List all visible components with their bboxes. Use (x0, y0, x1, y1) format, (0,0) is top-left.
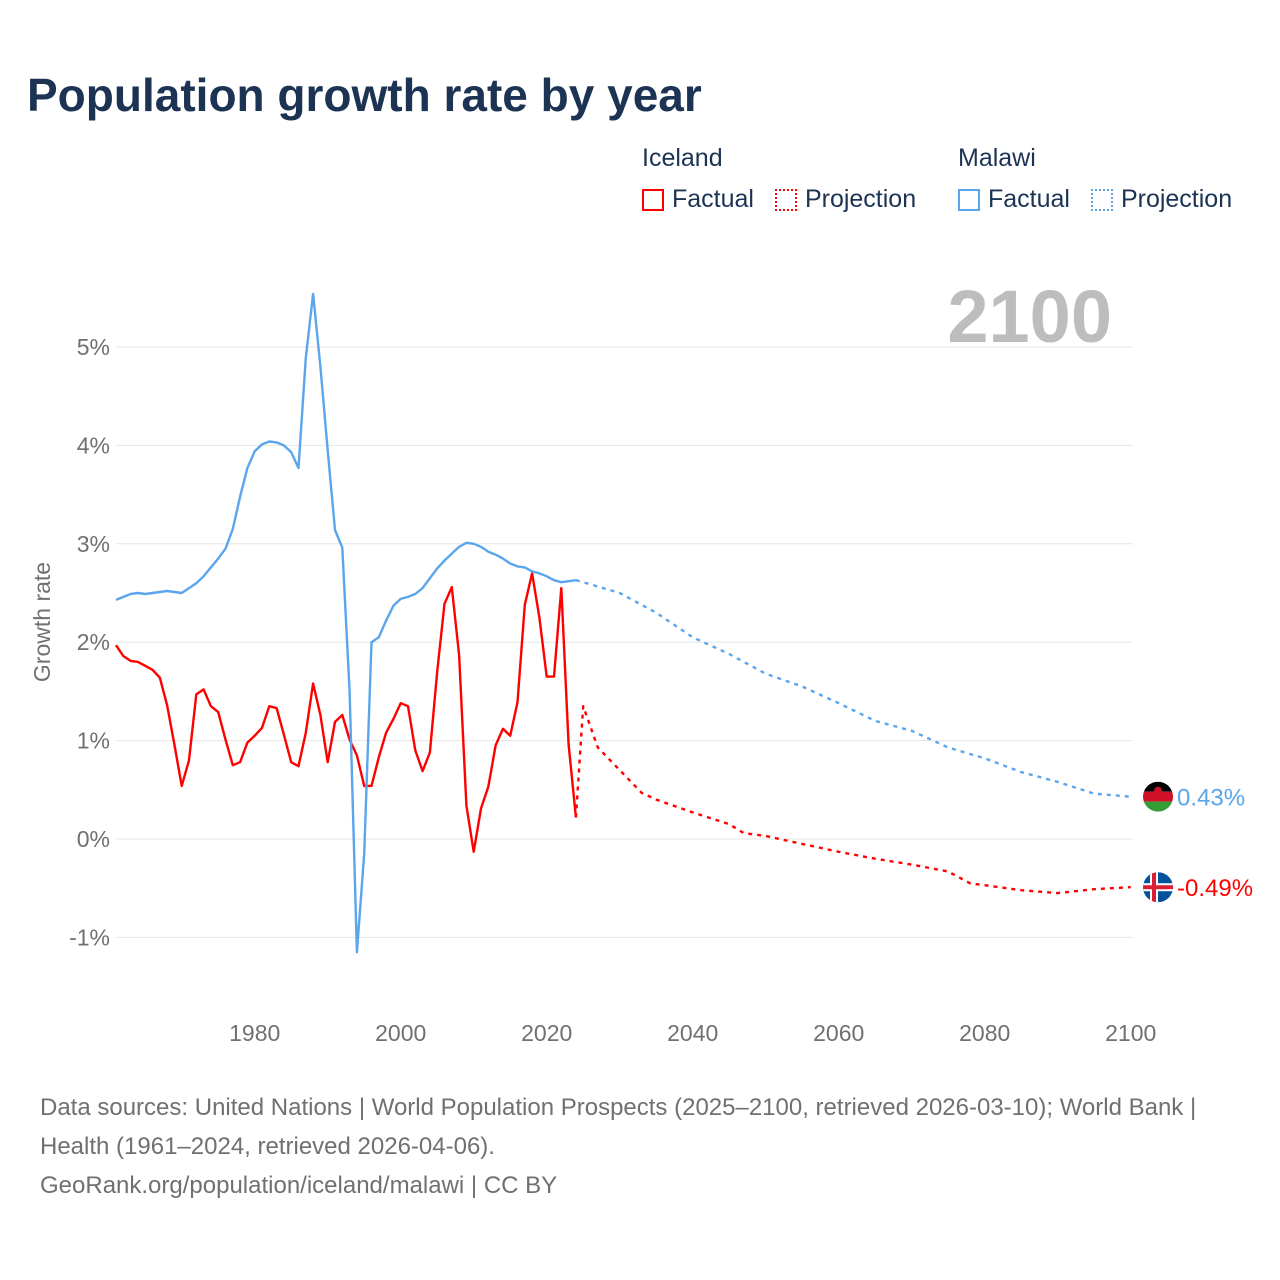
legend-malawi-projection[interactable]: Projection (1090, 185, 1233, 214)
credit-link[interactable]: GeoRank.org/population/iceland/malawi | … (40, 1172, 558, 1199)
end-value-label: -0.49% (1177, 875, 1253, 902)
solid-swatch-icon (642, 188, 664, 211)
flag-body (1143, 872, 1173, 903)
y-tick-label: 4% (77, 432, 110, 458)
footer: Data sources: United Nations | World Pop… (40, 1088, 1240, 1205)
flag-stripe (1143, 801, 1173, 812)
x-tick-label: 2060 (813, 1020, 864, 1046)
x-tick-label: 2100 (1105, 1020, 1156, 1046)
x-tick-label: 1980 (229, 1020, 280, 1046)
legend-iceland-factual[interactable]: Factual (642, 185, 754, 214)
y-tick-label: 3% (77, 531, 110, 557)
y-tick-label: 5% (77, 334, 110, 360)
legend-label: Projection (1120, 185, 1233, 213)
malawi-flag-icon (1143, 781, 1173, 812)
flag-stripe (1143, 791, 1173, 802)
legend-malawi-factual[interactable]: Factual (958, 185, 1070, 214)
legend-label: Factual (988, 185, 1070, 213)
line-chart: 2100 Growth rate -1% 0% 1% 2% 3% 4% 5% 1980 2000… (29, 275, 1253, 1046)
x-tick-label: 2080 (959, 1020, 1010, 1046)
flag-cross (1143, 885, 1173, 890)
legend-malawi: Malawi Factual Projection (958, 144, 1246, 218)
y-tick-label: 1% (77, 728, 110, 754)
legend-group-title: Iceland (642, 144, 723, 172)
solid-swatch-icon (958, 188, 980, 211)
x-tick-label: 2000 (375, 1020, 426, 1046)
year-watermark: 2100 (947, 275, 1112, 358)
x-tick-label: 2040 (667, 1020, 718, 1046)
sun-icon (1154, 786, 1162, 795)
series-line-iceland-projection (574, 705, 1131, 895)
legend-label: Factual (672, 185, 754, 213)
data-sources: Data sources: United Nations | World Pop… (40, 1094, 1197, 1160)
series-line-iceland-factual (115, 572, 578, 853)
flag-cross (1152, 872, 1156, 903)
series-line-malawi-projection (575, 579, 1131, 798)
y-tick-label: -1% (69, 924, 110, 950)
y-tick-label: 0% (77, 826, 110, 852)
end-value-label: 0.43% (1177, 785, 1245, 812)
legend-group-title: Malawi (958, 144, 1036, 172)
y-tick-label: 2% (77, 629, 110, 655)
chart-title: Population growth rate by year (27, 69, 702, 121)
dotted-swatch-icon (774, 188, 797, 211)
legend-iceland: Iceland Factual Projection (642, 144, 930, 218)
legend-label: Projection (804, 185, 917, 213)
y-axis-label: Growth rate (29, 562, 55, 682)
iceland-flag-icon (1143, 872, 1173, 903)
legend-iceland-projection[interactable]: Projection (774, 185, 917, 214)
dotted-swatch-icon (1090, 188, 1113, 211)
x-tick-label: 2020 (521, 1020, 572, 1046)
flag-body (1143, 781, 1173, 812)
series-line-malawi-factual (115, 292, 577, 954)
